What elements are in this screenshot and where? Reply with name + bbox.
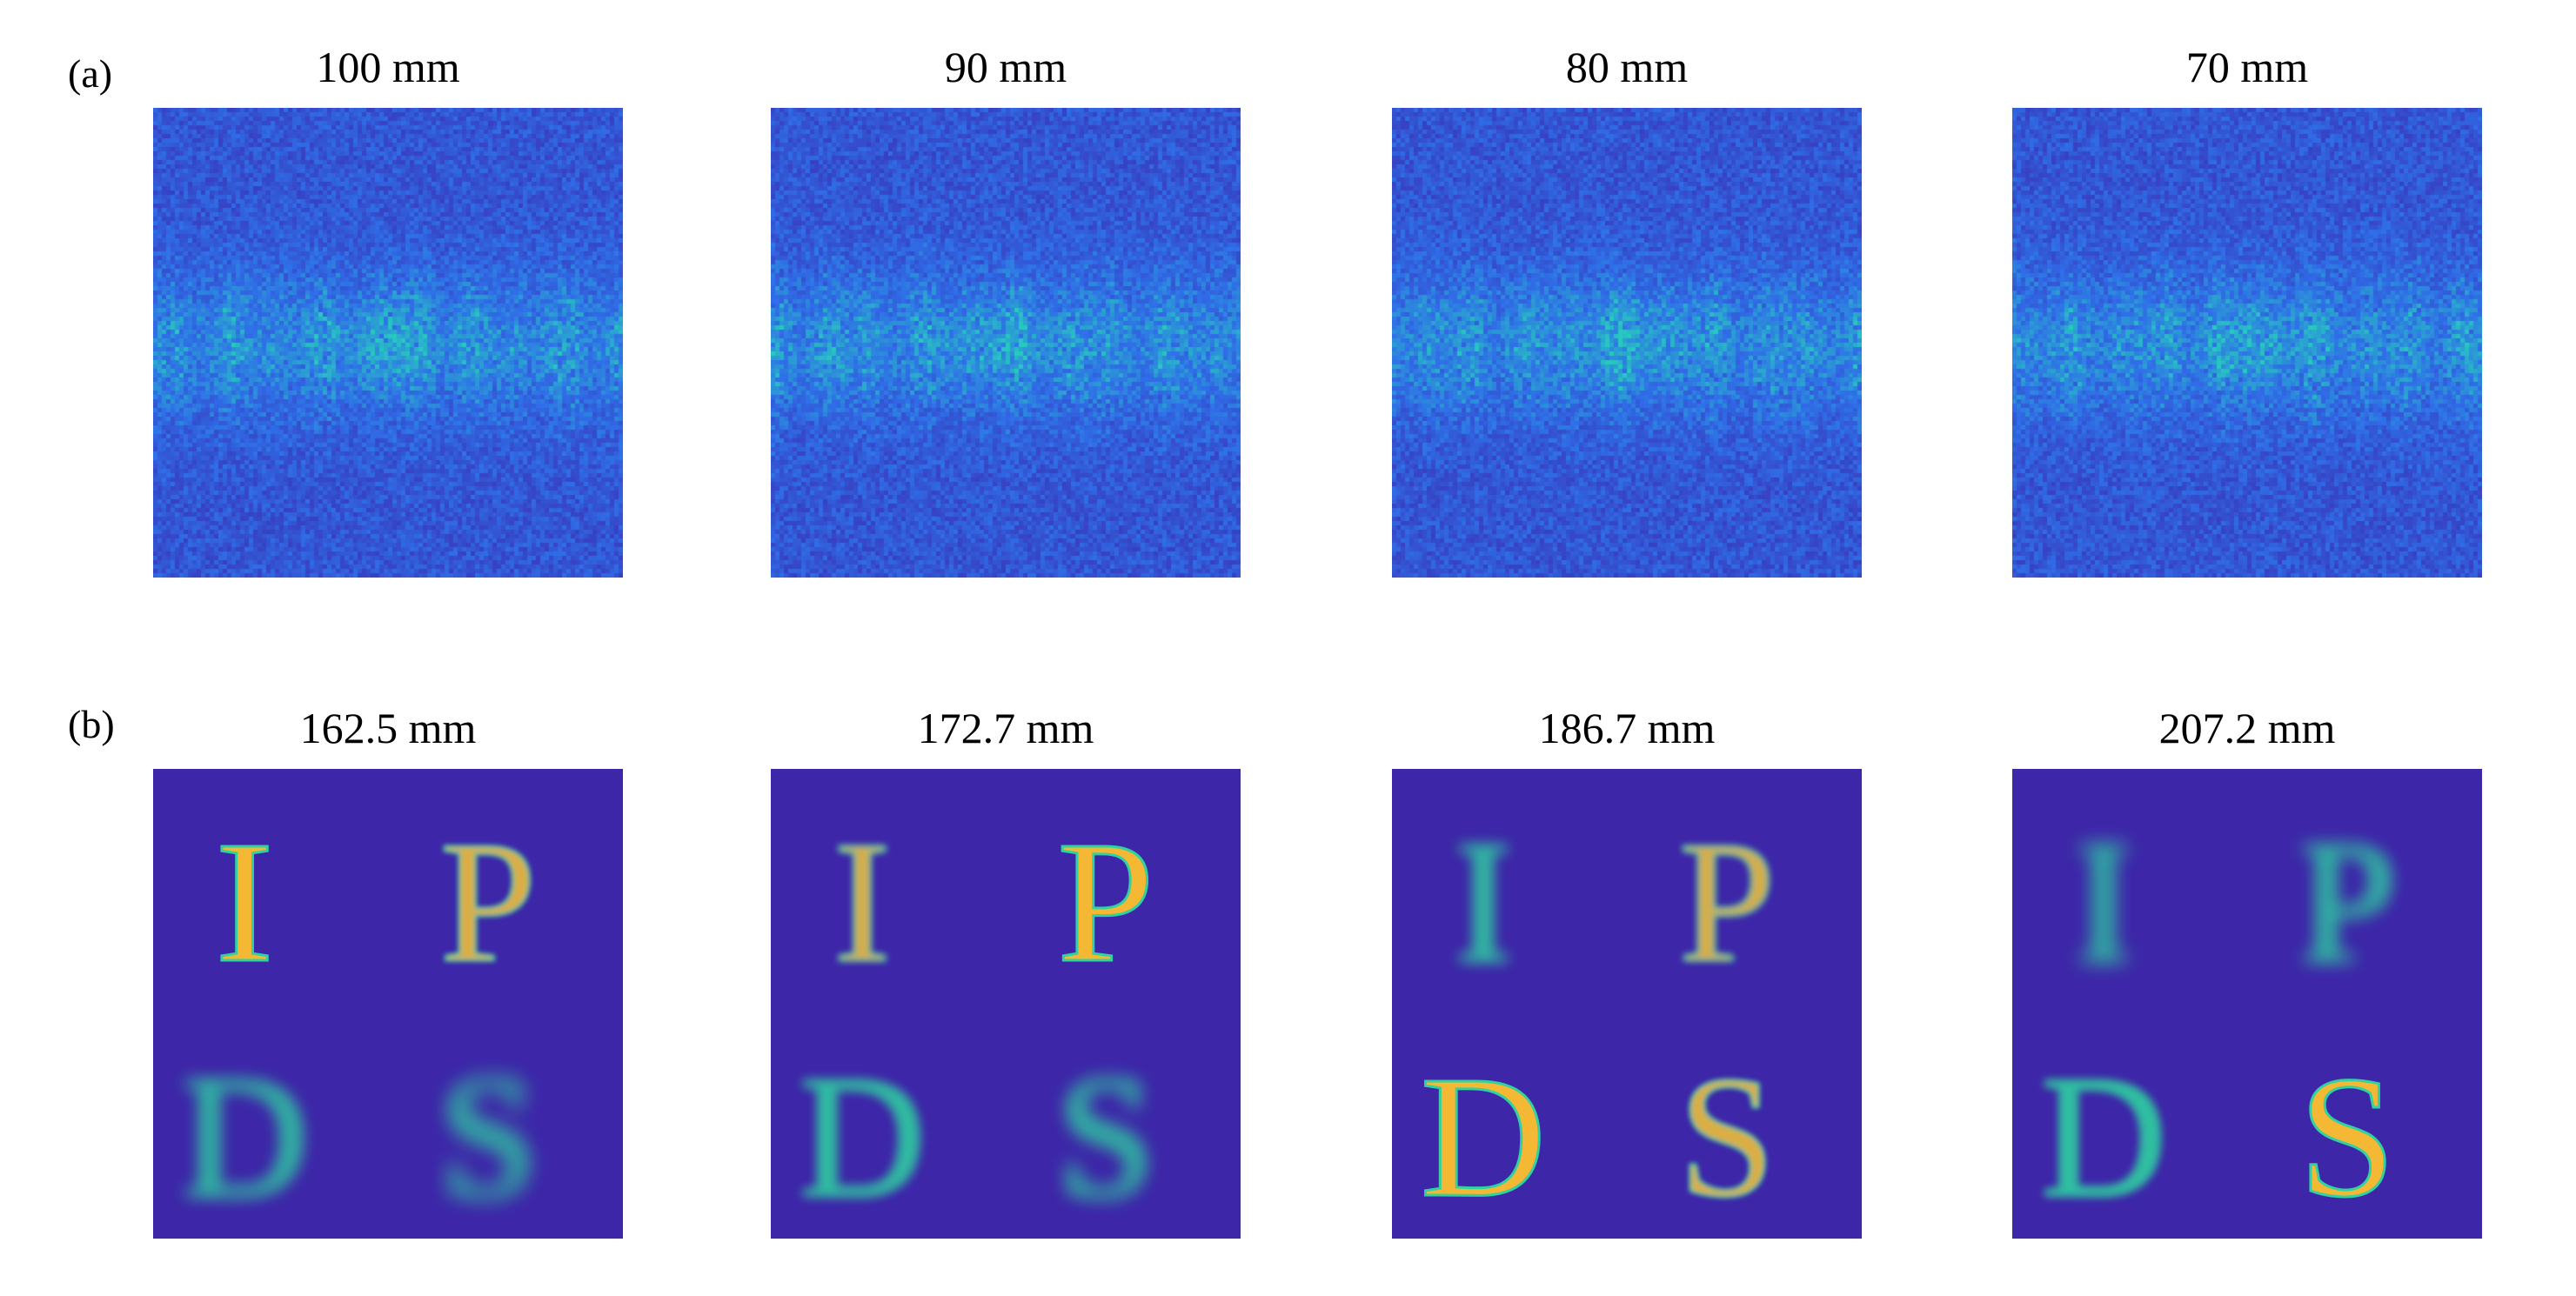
letter-d: DD <box>1419 1040 1547 1235</box>
letter-halo: P <box>1678 806 1775 999</box>
panel-title-b4: 207.2 mm <box>2158 704 2336 752</box>
letter-halo: P <box>1057 806 1154 999</box>
panel-background <box>2012 769 2482 1239</box>
speckle-panel-a2 <box>771 108 1241 578</box>
letter-glyph: P <box>1057 806 1154 999</box>
letter-s: SS <box>1056 1040 1155 1235</box>
letter-i: II <box>2073 805 2134 1000</box>
letter-glyph: P <box>1678 806 1775 999</box>
letter-glyph: S <box>439 1041 536 1233</box>
letter-i: II <box>832 805 893 1000</box>
letter-glyph: D <box>2041 1041 2166 1233</box>
letter-s: SS <box>1677 1040 1776 1235</box>
row-label-a: (a) <box>68 51 113 96</box>
letter-halo: D <box>2041 1041 2166 1233</box>
letter-glyph: D <box>182 1041 307 1233</box>
row-label-b: (b) <box>68 702 115 746</box>
letter-halo: D <box>800 1041 925 1233</box>
letter-s: SS <box>438 1040 538 1235</box>
panel-title-a3: 80 mm <box>1565 43 1689 91</box>
letter-glyph: D <box>800 1041 925 1233</box>
letter-p: PP <box>2298 805 2397 1000</box>
letter-glyph: I <box>1455 806 1513 999</box>
letter-halo: S <box>1057 1041 1154 1233</box>
panel-title-a4: 70 mm <box>2185 43 2309 91</box>
letter-halo: S <box>2298 1041 2395 1233</box>
letter-s: SS <box>2298 1040 2397 1235</box>
panel-background <box>153 769 623 1239</box>
letter-glyph: S <box>1678 1041 1775 1233</box>
letter-glyph: I <box>2075 806 2133 999</box>
speckle-panel-a3 <box>1392 108 1862 578</box>
panel-title-b2: 172.7 mm <box>917 704 1094 752</box>
letter-glyph: S <box>1057 1041 1154 1233</box>
speckle-panel-a1 <box>153 108 623 578</box>
letter-p: PP <box>1677 805 1776 1000</box>
letter-halo: I <box>216 806 274 999</box>
reconstruction-image: II PP DD SS <box>771 769 1241 1239</box>
letter-glyph: D <box>1421 1041 1546 1233</box>
letter-halo: D <box>1421 1041 1546 1233</box>
letter-d: DD <box>180 1040 308 1235</box>
letter-d: DD <box>798 1040 926 1235</box>
panel-background <box>771 769 1241 1239</box>
reconstruction-image: II PP DD SS <box>1392 769 1862 1239</box>
panel-title-a2: 90 mm <box>944 43 1067 91</box>
letter-halo: P <box>2298 806 2395 999</box>
panel-title-b3: 186.7 mm <box>1538 704 1716 752</box>
panel-title-b1: 162.5 mm <box>299 704 477 752</box>
letter-p: PP <box>1056 805 1155 1000</box>
letter-i: II <box>214 805 275 1000</box>
letter-glyph: P <box>439 806 536 999</box>
letter-glyph: S <box>2298 1041 2395 1233</box>
letter-glyph: P <box>2298 806 2395 999</box>
letter-halo: P <box>439 806 536 999</box>
letter-d: DD <box>2039 1040 2167 1235</box>
letter-halo: I <box>833 806 892 999</box>
letter-p: PP <box>438 805 538 1000</box>
letter-halo: I <box>2075 806 2133 999</box>
panel-background <box>1392 769 1862 1239</box>
panel-title-a1: 100 mm <box>316 43 460 91</box>
letter-halo: S <box>439 1041 536 1233</box>
reconstruction-image: II PP DD SS <box>2012 769 2482 1239</box>
letter-glyph: I <box>833 806 892 999</box>
letter-glyph: I <box>216 806 274 999</box>
letter-halo: I <box>1455 806 1513 999</box>
letter-i: II <box>1453 805 1514 1000</box>
letter-halo: S <box>1678 1041 1775 1233</box>
reconstruction-image: II PP DD SS <box>153 769 623 1239</box>
speckle-panel-a4 <box>2012 108 2482 578</box>
letter-halo: D <box>182 1041 307 1233</box>
